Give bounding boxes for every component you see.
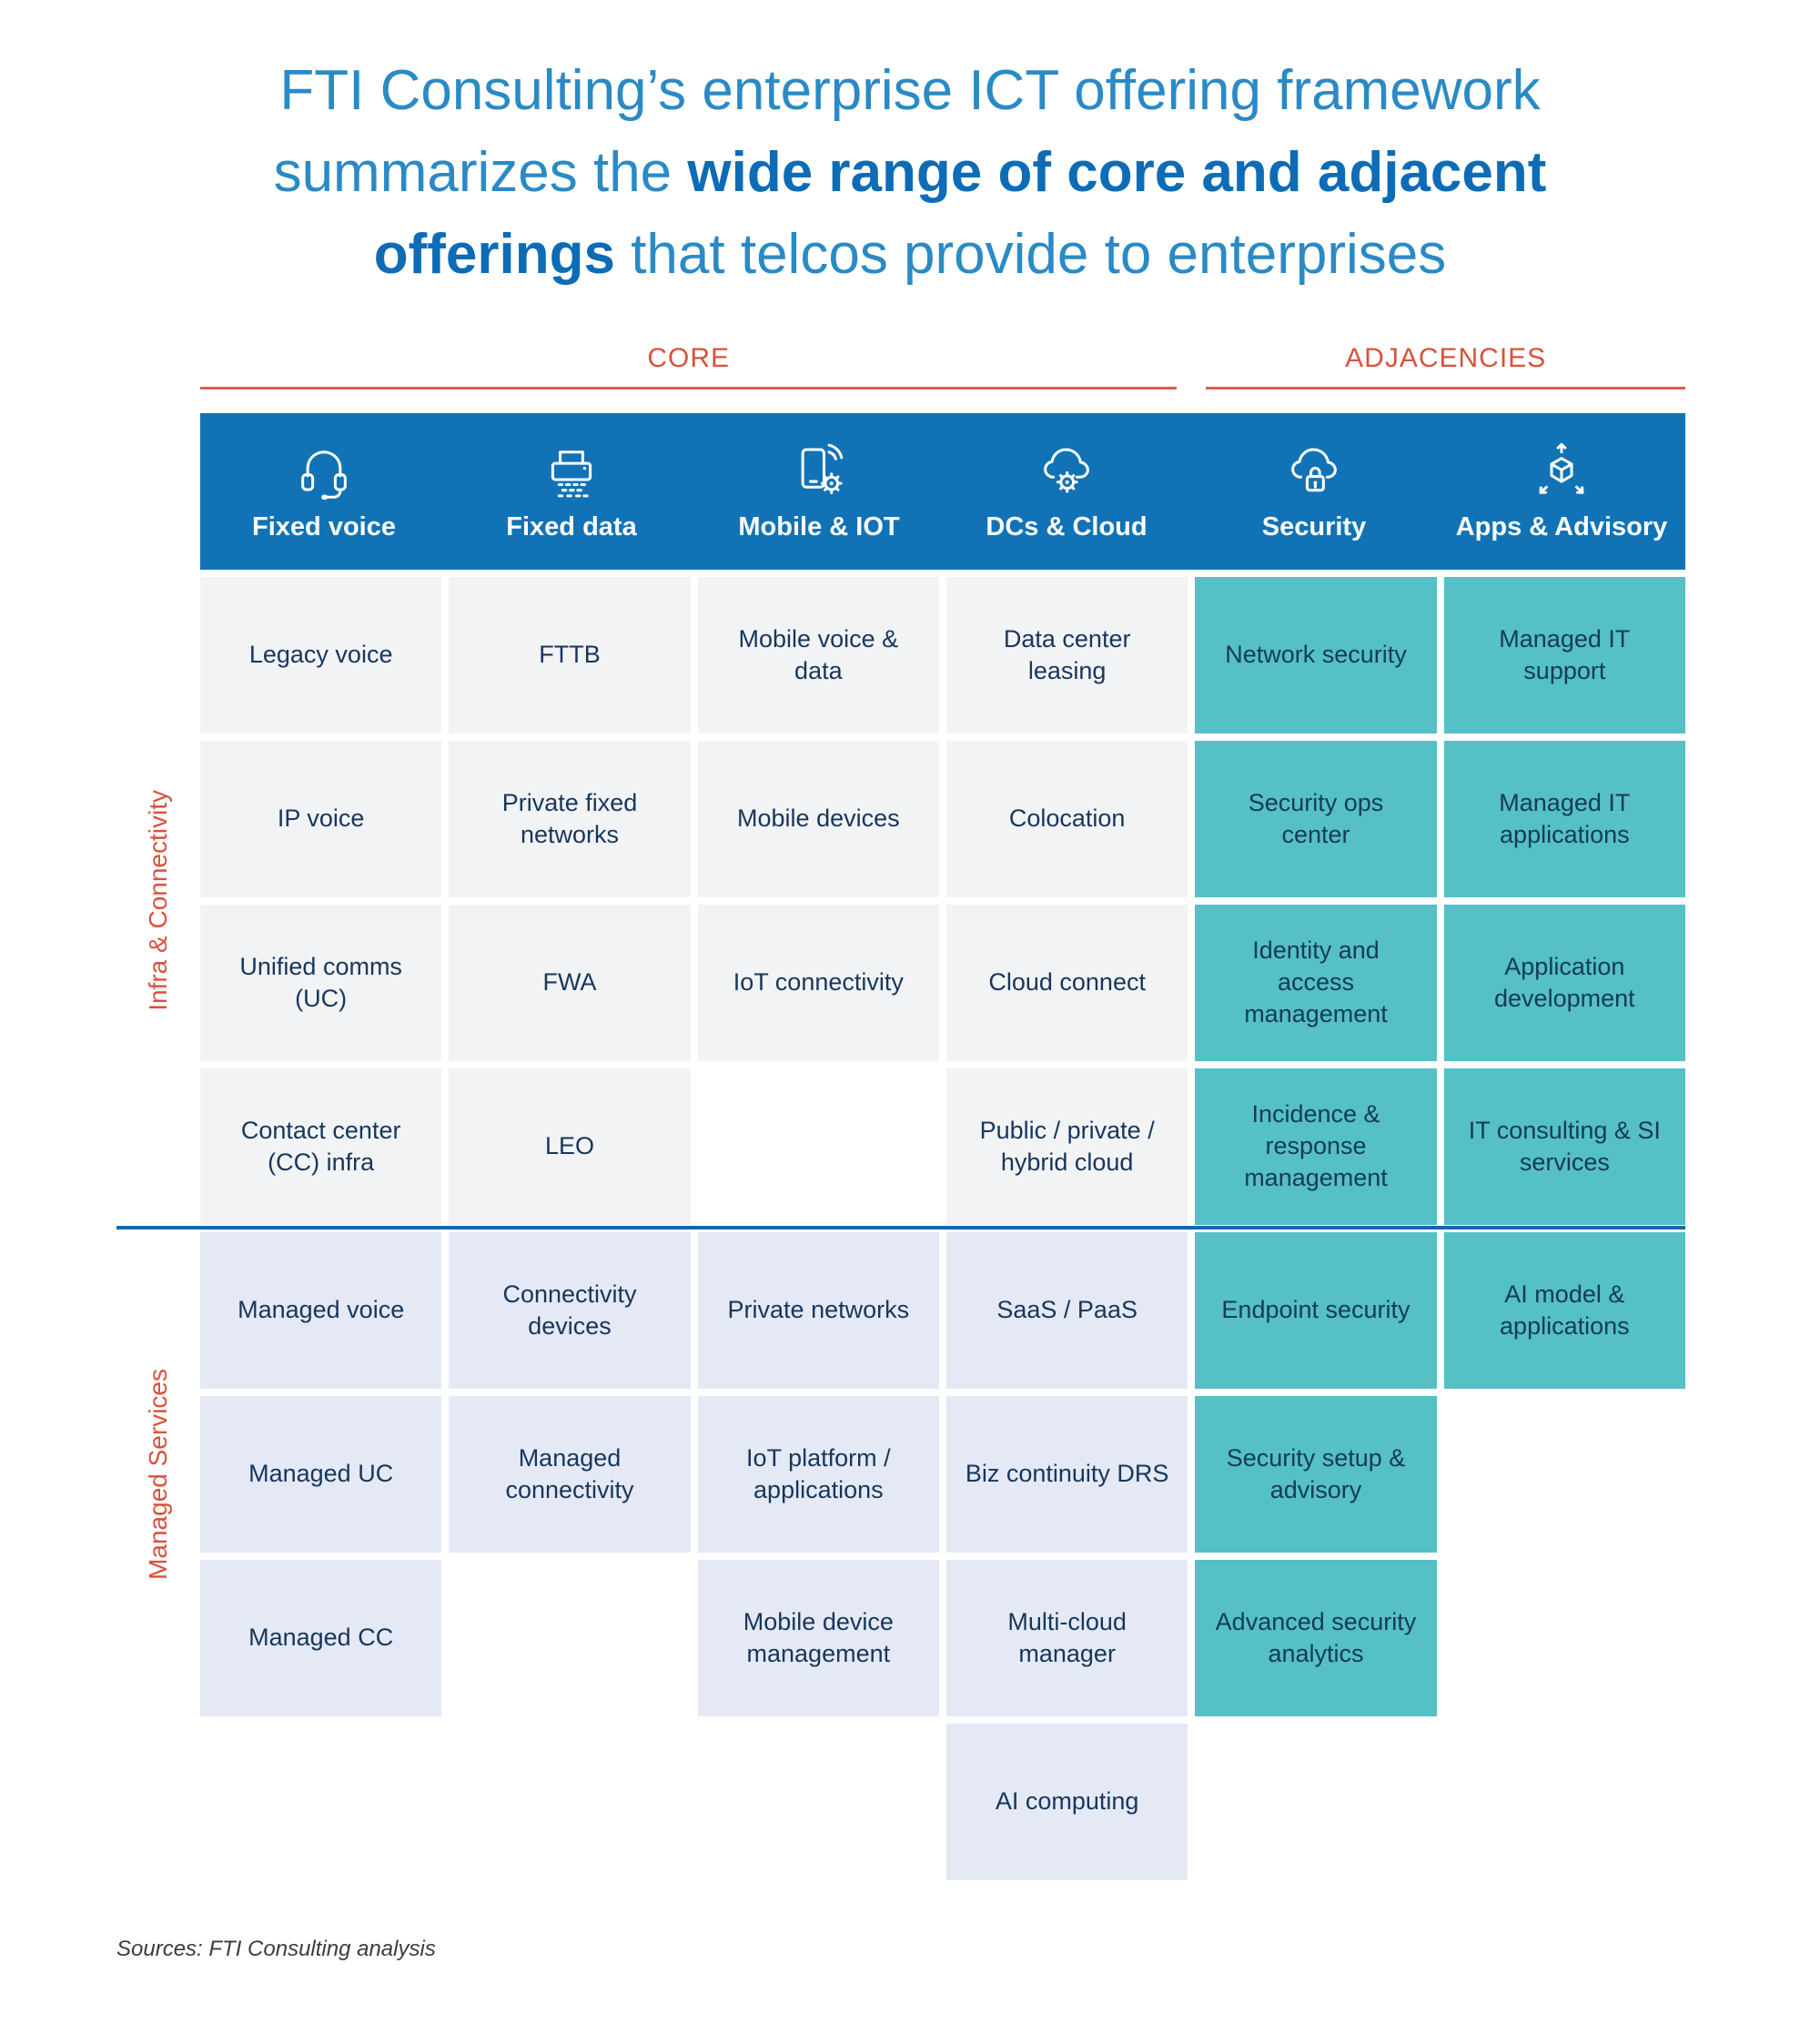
offering-cell: Public / private / hybrid cloud (946, 1068, 1188, 1225)
offering-cell: IT consulting & SI services (1443, 1068, 1685, 1225)
empty-cell (1444, 1396, 1685, 1553)
offering-cell: LEO (449, 1068, 691, 1225)
offering-cell: Mobile devices (697, 740, 939, 897)
offering-cell: Network security (1195, 576, 1437, 734)
offering-cell: Mobile device management (697, 1559, 939, 1716)
offering-cell: Identity and access management (1195, 904, 1437, 1061)
core-group-label: CORE (200, 342, 1178, 390)
offering-cell: Private fixed networks (449, 740, 691, 897)
row-group-label-managed-services: Managed Services (144, 1368, 172, 1580)
section-divider-line (116, 1225, 1685, 1230)
title-line3-regular: that telcos provide to enterprises (614, 222, 1447, 286)
cube-arrows-icon (1532, 440, 1592, 500)
column-header-dcs-cloud: DCs & Cloud (943, 413, 1190, 570)
empty-cell (698, 1724, 939, 1880)
headset-icon (294, 440, 354, 501)
offering-cell: Legacy voice (200, 576, 442, 734)
offering-cell: FTTB (449, 576, 691, 734)
offering-cell: IoT platform / applications (697, 1395, 939, 1553)
offering-grid: Fixed voice Fixed data (200, 412, 1685, 1880)
column-header-label: Fixed voice (252, 512, 396, 542)
column-header-security: Security (1190, 413, 1438, 570)
fax-data-icon (541, 440, 602, 500)
cloud-gear-icon (1036, 440, 1097, 500)
ict-offering-framework-figure: FTI Consulting’s enterprise ICT offering… (0, 50, 1820, 2034)
offering-cell: AI model & applications (1443, 1231, 1685, 1389)
empty-cell (200, 1724, 441, 1880)
offering-cell: FWA (449, 904, 691, 1061)
offering-cell: Mobile voice & data (697, 576, 939, 734)
offering-cell: Data center leasing (946, 576, 1188, 734)
title-line3-bold: offerings (373, 222, 615, 286)
offering-cell: Contact center (CC) infra (200, 1068, 442, 1225)
offering-cell: Multi-cloud manager (946, 1559, 1188, 1716)
cloud-lock-icon (1284, 440, 1344, 500)
empty-cell (1444, 1724, 1685, 1880)
offering-cell: Cloud connect (946, 904, 1188, 1061)
offering-cell: Connectivity devices (449, 1231, 691, 1389)
offering-matrix: Infra & Connectivity Managed Services (116, 412, 1685, 1880)
offering-cell: Biz continuity DRS (946, 1395, 1188, 1553)
offering-cell: Private networks (697, 1231, 939, 1389)
core-group-text: CORE (647, 342, 730, 373)
offering-cell: Application development (1443, 904, 1685, 1061)
offering-cell: Incidence & response management (1195, 1068, 1437, 1225)
column-header-label: Mobile & IOT (738, 512, 900, 542)
offering-cell: Managed connectivity (449, 1395, 691, 1553)
row-group-label-infra-connectivity: Infra & Connectivity (144, 790, 172, 1012)
offering-cell: Managed voice (200, 1231, 442, 1389)
offering-cell: Endpoint security (1195, 1231, 1437, 1389)
offering-cell: Managed IT applications (1443, 740, 1685, 897)
offering-cell: Colocation (946, 740, 1188, 897)
title-line2-bold: wide range of core and adjacent (687, 140, 1547, 204)
column-header-row: Fixed voice Fixed data (200, 412, 1685, 570)
offering-cell: Security ops center (1195, 740, 1437, 897)
empty-cell (449, 1560, 690, 1716)
column-header-label: Apps & Advisory (1455, 512, 1668, 542)
empty-cell (1195, 1724, 1436, 1880)
group-header-band: CORE ADJACENCIES (200, 343, 1685, 390)
column-header-mobile-iot: Mobile & IOT (695, 413, 943, 570)
column-header-label: DCs & Cloud (986, 512, 1148, 542)
column-header-label: Fixed data (506, 512, 637, 542)
offering-cell: AI computing (946, 1723, 1188, 1880)
adjacencies-group-label: ADJACENCIES (1206, 343, 1685, 390)
column-header-fixed-data: Fixed data (448, 413, 695, 570)
page-title: FTI Consulting’s enterprise ICT offering… (82, 50, 1738, 296)
offering-cell: Unified comms (UC) (200, 904, 442, 1061)
column-header-apps-advisory: Apps & Advisory (1438, 413, 1685, 570)
offering-cell: IP voice (200, 740, 442, 897)
adjacencies-group-text: ADJACENCIES (1345, 342, 1547, 373)
column-header-label: Security (1261, 512, 1367, 542)
offering-cell: IoT connectivity (697, 904, 939, 1061)
empty-cell (698, 1068, 939, 1225)
row-group-rail: Infra & Connectivity Managed Services (116, 413, 200, 1880)
mobile-gear-icon (789, 440, 849, 500)
offering-cell: Managed IT support (1443, 576, 1685, 734)
title-line2-regular: summarizes the (273, 140, 688, 204)
column-header-fixed-voice: Fixed voice (200, 413, 448, 570)
empty-cell (449, 1724, 690, 1880)
empty-cell (1444, 1560, 1685, 1716)
title-line1: FTI Consulting’s enterprise ICT offering… (279, 59, 1541, 122)
offering-cell: Security setup & advisory (1195, 1395, 1437, 1553)
offering-cell: Advanced security analytics (1195, 1559, 1437, 1716)
offering-cell: Managed CC (200, 1559, 442, 1716)
offering-cell: Managed UC (200, 1395, 442, 1553)
offering-cell: SaaS / PaaS (946, 1231, 1188, 1389)
source-note: Sources: FTI Consulting analysis (116, 1936, 436, 1961)
